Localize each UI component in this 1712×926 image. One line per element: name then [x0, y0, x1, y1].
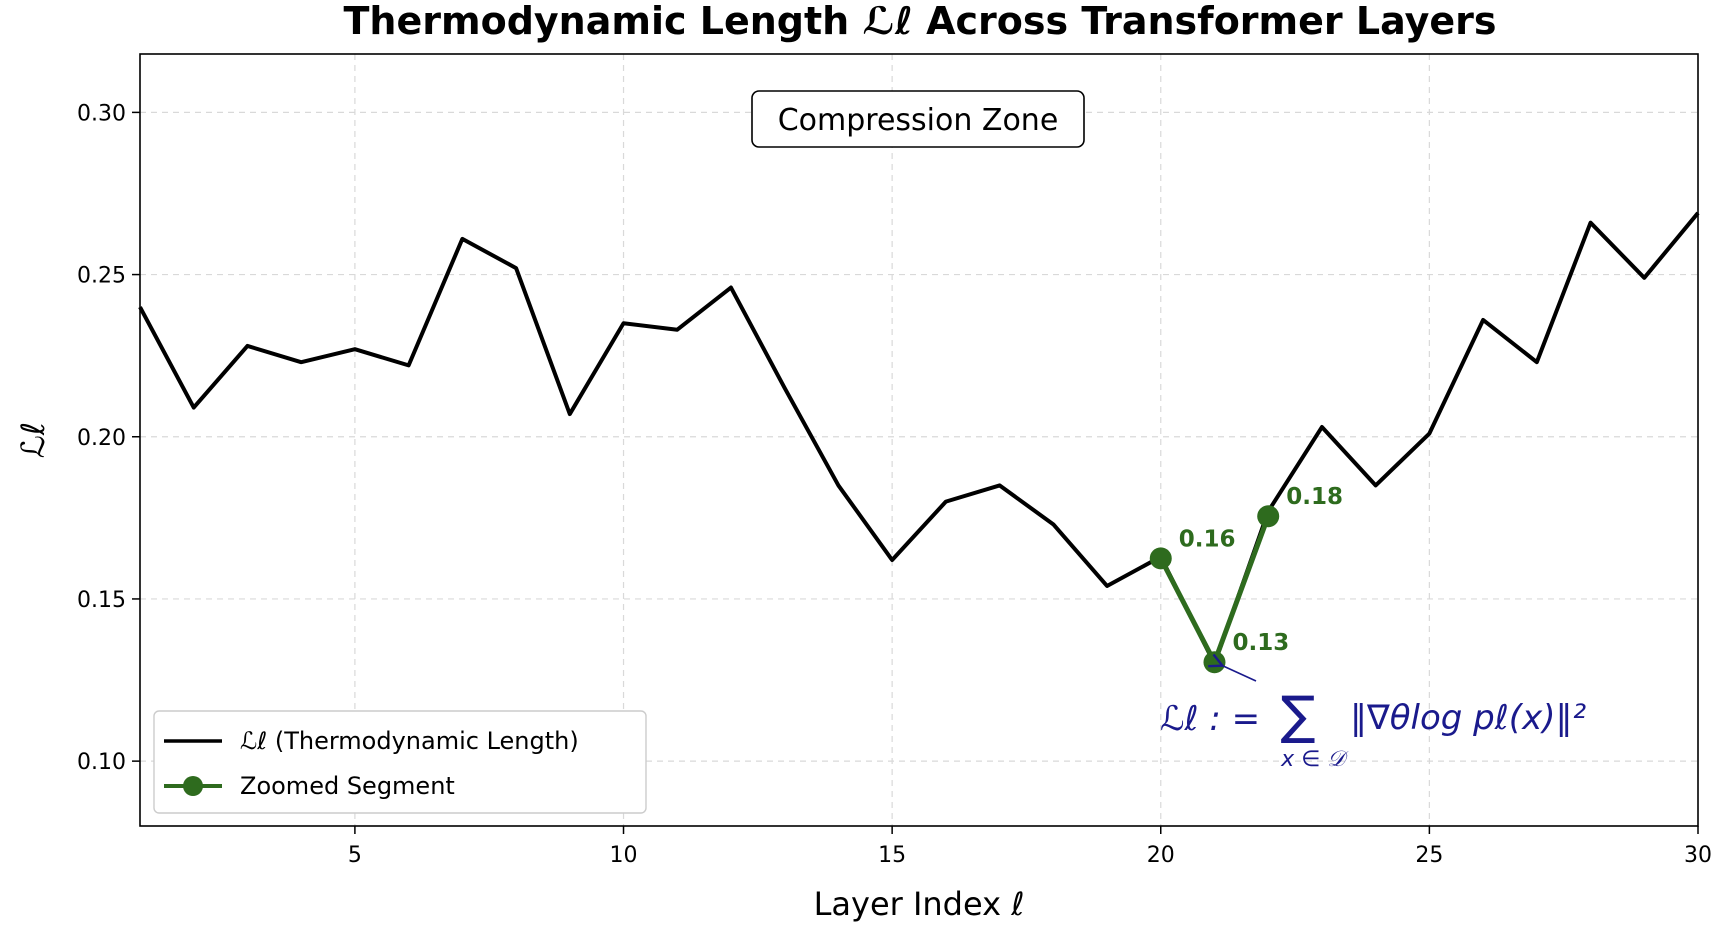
- x-tick-label: 15: [878, 843, 906, 868]
- y-axis-label: ℒℓ: [14, 422, 52, 458]
- legend-entry-zoom: Zoomed Segment: [240, 772, 455, 800]
- y-tick-label: 0.30: [77, 101, 126, 126]
- y-tick-label: 0.20: [77, 426, 126, 451]
- point-label: 0.18: [1286, 484, 1343, 510]
- legend-zoom-marker: [183, 776, 203, 796]
- legend-box: [153, 710, 647, 814]
- compression-zone-text: Compression Zone: [778, 103, 1059, 138]
- x-tick-label: 25: [1415, 843, 1443, 868]
- formula-rhs: ‖∇θlog pℓ(x)‖²: [1350, 698, 1586, 738]
- zoom-point: [1203, 651, 1226, 674]
- legend: ℒℓ (Thermodynamic Length) Zoomed Segment: [153, 710, 647, 814]
- point-label: 0.16: [1179, 526, 1236, 552]
- legend-entry-main: ℒℓ (Thermodynamic Length): [240, 727, 579, 755]
- chart-title: Thermodynamic Length ℒℓ Across Transform…: [344, 0, 1497, 43]
- series-layer: 0.16 0.13 0.18: [138, 211, 1700, 674]
- y-tick-label: 0.25: [77, 264, 126, 289]
- point-label: 0.13: [1232, 630, 1289, 656]
- formula-arrow: [1221, 665, 1257, 682]
- x-tick-label: 20: [1147, 843, 1175, 868]
- formula-subscript: x ∈ 𝒟: [1280, 747, 1349, 772]
- zoom-point: [1257, 505, 1280, 528]
- x-axis-label: Layer Index ℓ: [814, 885, 1025, 923]
- y-tick-label: 0.10: [77, 750, 126, 775]
- main-series-line: [138, 211, 1700, 666]
- plot-frame: [139, 53, 1699, 827]
- axis-ticks: 5 10 15 20 25 30 0.10 0.15 0.20 0.25 0.30: [77, 101, 1712, 868]
- formula-sum: ∑: [1280, 686, 1315, 746]
- formula-annotation: ℒℓ : = ∑ ‖∇θlog pℓ(x)‖² x ∈ 𝒟: [1160, 665, 1586, 772]
- gridlines: [140, 54, 1698, 826]
- y-tick-label: 0.15: [77, 588, 126, 613]
- x-tick-label: 10: [610, 843, 638, 868]
- x-tick-label: 5: [348, 843, 362, 868]
- formula-lhs: ℒℓ : =: [1160, 699, 1260, 739]
- zoom-point: [1149, 547, 1172, 570]
- x-tick-label: 30: [1684, 843, 1712, 868]
- compression-zone-label: Compression Zone: [751, 90, 1085, 148]
